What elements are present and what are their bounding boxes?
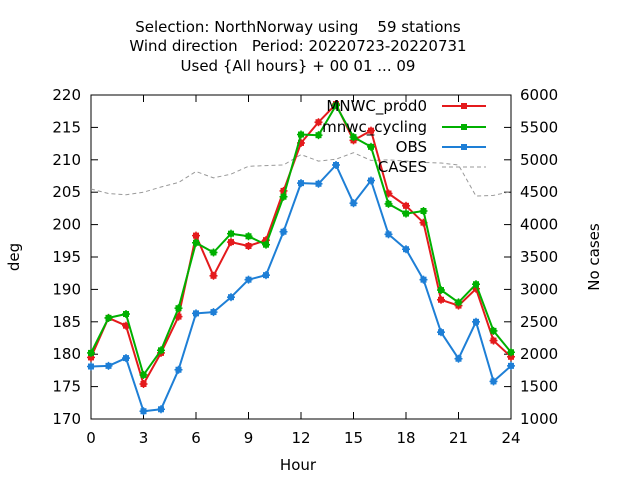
y-tick-label: 205 bbox=[52, 183, 81, 201]
series-line-CASES bbox=[90, 152, 512, 197]
y2-axis-ticks: 1000 1500 2000 2500 3000 3500 4000 4500 5000 5500… bbox=[504, 86, 558, 428]
y2-tick-label: 4000 bbox=[520, 216, 558, 234]
legend-item-MNWC_prod0: MNWC_prod0 bbox=[326, 97, 486, 116]
x-tick-label: 9 bbox=[244, 429, 254, 447]
legend-label: CASES bbox=[378, 158, 427, 176]
legend-swatch-marker bbox=[461, 124, 467, 130]
series-layer bbox=[87, 100, 515, 416]
series-CASES bbox=[90, 152, 512, 197]
series-mnwc_cycling bbox=[87, 101, 515, 379]
y-tick-label: 180 bbox=[52, 345, 81, 363]
title-line-1: Selection: NorthNorway using 59 stations bbox=[135, 18, 461, 36]
series-OBS bbox=[87, 160, 515, 416]
y-tick-label: 170 bbox=[52, 410, 81, 428]
y2-tick-label: 4500 bbox=[520, 183, 558, 201]
x-tick-label: 15 bbox=[344, 429, 363, 447]
series-line-OBS bbox=[90, 164, 512, 413]
y2-tick-label: 1500 bbox=[520, 378, 558, 396]
legend-swatch-marker bbox=[461, 144, 467, 150]
y-tick-label: 195 bbox=[52, 248, 81, 266]
y2-tick-label: 2000 bbox=[520, 345, 558, 363]
y2-tick-label: 5000 bbox=[520, 151, 558, 169]
x-tick-label: 0 bbox=[86, 429, 96, 447]
legend-swatch-marker bbox=[461, 103, 467, 109]
legend-label: mnwc_cycling bbox=[322, 118, 427, 137]
y-tick-label: 185 bbox=[52, 313, 81, 331]
y-tick-label: 220 bbox=[52, 86, 81, 104]
y2-tick-label: 5500 bbox=[520, 118, 558, 136]
title-line-3: Used {All hours} + 00 01 ... 09 bbox=[181, 57, 416, 75]
chart-title: Selection: NorthNorway using 59 stations… bbox=[129, 18, 466, 75]
y2-tick-label: 2500 bbox=[520, 313, 558, 331]
x-axis-label: Hour bbox=[280, 456, 317, 474]
legend-label: MNWC_prod0 bbox=[326, 97, 427, 116]
y-tick-label: 175 bbox=[52, 378, 81, 396]
x-tick-label: 24 bbox=[501, 429, 520, 447]
title-line-2: Wind direction Period: 20220723-20220731 bbox=[129, 37, 466, 55]
x-tick-label: 6 bbox=[191, 429, 201, 447]
x-axis-ticks: 0 3 6 9 12 15 18 21 24 bbox=[86, 95, 521, 447]
legend-item-OBS: OBS bbox=[396, 138, 486, 156]
y-axis-ticks: 170 175 180 185 190 195 200 205 210 215 220 bbox=[52, 86, 98, 428]
y-tick-label: 210 bbox=[52, 151, 81, 169]
legend-label: OBS bbox=[396, 138, 427, 156]
y-axis-label: deg bbox=[5, 243, 23, 271]
x-tick-label: 12 bbox=[291, 429, 310, 447]
x-tick-label: 21 bbox=[449, 429, 468, 447]
y2-tick-label: 3500 bbox=[520, 248, 558, 266]
y2-tick-label: 3000 bbox=[520, 280, 558, 298]
series-MNWC_prod0 bbox=[87, 100, 515, 389]
y2-axis-label: No cases bbox=[585, 223, 603, 291]
y2-tick-label: 1000 bbox=[520, 410, 558, 428]
y-tick-label: 215 bbox=[52, 118, 81, 136]
x-tick-label: 18 bbox=[396, 429, 415, 447]
y2-tick-label: 6000 bbox=[520, 86, 558, 104]
legend-item-mnwc_cycling: mnwc_cycling bbox=[322, 118, 486, 137]
y-tick-label: 190 bbox=[52, 280, 81, 298]
y-tick-label: 200 bbox=[52, 216, 81, 234]
x-tick-label: 3 bbox=[139, 429, 149, 447]
legend-item-CASES: CASES bbox=[378, 158, 486, 176]
